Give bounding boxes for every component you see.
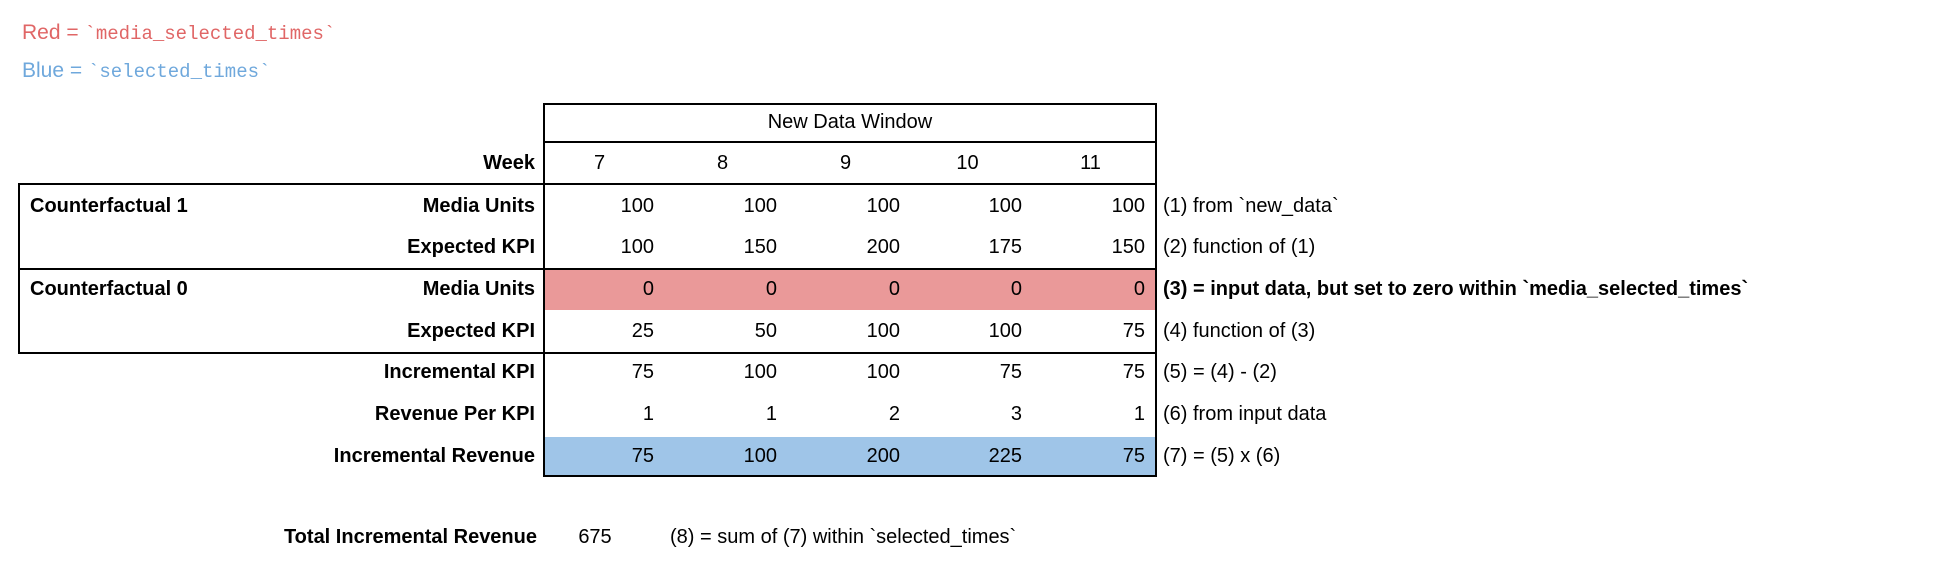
row-label: Incremental Revenue [333, 445, 535, 467]
table-row: Counterfactual 0 Media Units 0 0 0 0 0 (… [0, 268, 1960, 310]
legend: Red = `media_selected_times` Blue = `sel… [22, 14, 335, 90]
row-label: Media Units [422, 195, 535, 217]
legend-blue-code: `selected_times` [87, 61, 271, 83]
rule-below-counterfactual-0 [543, 352, 1157, 354]
value-cell: 225 [988, 445, 1022, 467]
week-row: Week 7 8 9 10 11 [0, 143, 1960, 183]
value-cell: 150 [743, 236, 777, 258]
value-cell: 0 [642, 278, 654, 300]
value-cell: 100 [743, 195, 777, 217]
row-label: Expected KPI [407, 320, 535, 342]
value-cell: 100 [866, 195, 900, 217]
table-row: Expected KPI 25 50 100 100 75 (4) functi… [0, 310, 1960, 352]
value-cell: 50 [754, 320, 777, 342]
table-row: Revenue Per KPI 1 1 2 3 1 (6) from input… [0, 393, 1960, 435]
value-cell: 3 [1010, 403, 1022, 425]
total-annotation: (8) = sum of (7) within `selected_times` [670, 526, 1017, 548]
value-cell: 100 [988, 195, 1022, 217]
value-cell: 25 [631, 320, 654, 342]
annotation: (2) function of (1) [1163, 236, 1316, 258]
legend-red-equals: = [60, 21, 85, 44]
annotation: (4) function of (3) [1163, 320, 1316, 342]
value-cell: 150 [1111, 236, 1145, 258]
value-cell: 100 [1111, 195, 1145, 217]
week-cell: 9 [839, 152, 852, 174]
value-cell: 75 [631, 361, 654, 383]
value-cell: 100 [620, 236, 654, 258]
total-value: 675 [578, 526, 612, 548]
value-cell: 1 [1133, 403, 1145, 425]
value-cell: 200 [866, 445, 900, 467]
rule-above-counterfactual-0 [543, 268, 1157, 270]
week-cell: 11 [1080, 152, 1101, 174]
value-cell: 1 [765, 403, 777, 425]
row-label: Incremental KPI [383, 361, 535, 383]
value-cell: 200 [866, 236, 900, 258]
row-label: Expected KPI [407, 236, 535, 258]
table-row: Incremental KPI 75 100 100 75 75 (5) = (… [0, 351, 1960, 393]
legend-red-label: Red [22, 21, 61, 44]
value-cell: 0 [888, 278, 900, 300]
value-cell: 75 [1122, 361, 1145, 383]
legend-red-entry: Red = `media_selected_times` [22, 14, 335, 52]
total-row: Total Incremental Revenue 675 (8) = sum … [0, 516, 1960, 558]
value-cell: 100 [743, 361, 777, 383]
legend-blue-label: Blue [22, 59, 65, 82]
value-cell: 100 [620, 195, 654, 217]
counterfactual-0-box [18, 268, 545, 354]
red-highlight-band [545, 270, 1155, 310]
table-header: New Data Window [767, 111, 933, 133]
row-label: Revenue Per KPI [374, 403, 535, 425]
value-cell: 100 [866, 361, 900, 383]
rule-below-week-row [543, 183, 1157, 185]
value-cell: 175 [988, 236, 1022, 258]
legend-red-code: `media_selected_times` [84, 23, 336, 45]
table-row: Counterfactual 1 Media Units 100 100 100… [0, 185, 1960, 227]
week-label: Week [483, 152, 535, 174]
group-label: Counterfactual 0 [30, 278, 188, 300]
value-cell: 2 [888, 403, 900, 425]
week-cell: 7 [593, 152, 606, 174]
rule-below-header [543, 141, 1157, 143]
table-row: Incremental Revenue 75 100 200 225 75 (7… [0, 435, 1960, 477]
week-cell: 10 [956, 152, 979, 174]
value-cell: 75 [631, 445, 654, 467]
annotation: (3) = input data, but set to zero within… [1163, 278, 1749, 300]
value-cell: 75 [999, 361, 1022, 383]
value-cell: 100 [743, 445, 777, 467]
value-cell: 75 [1122, 320, 1145, 342]
legend-blue-entry: Blue = `selected_times` [22, 52, 335, 90]
table-row: Expected KPI 100 150 200 175 150 (2) fun… [0, 226, 1960, 268]
value-cell: 0 [765, 278, 777, 300]
annotation: (5) = (4) - (2) [1163, 361, 1277, 383]
value-cell: 0 [1133, 278, 1145, 300]
value-cell: 100 [866, 320, 900, 342]
value-cell: 75 [1122, 445, 1145, 467]
row-label: Media Units [422, 278, 535, 300]
value-cell: 0 [1010, 278, 1022, 300]
total-label: Total Incremental Revenue [283, 526, 537, 548]
week-cell: 8 [716, 152, 729, 174]
annotation: (1) from `new_data` [1163, 195, 1339, 217]
blue-highlight-band [545, 437, 1155, 475]
group-label: Counterfactual 1 [30, 195, 188, 217]
legend-blue-equals: = [64, 59, 88, 82]
value-cell: 100 [988, 320, 1022, 342]
annotation: (6) from input data [1163, 403, 1327, 425]
value-cell: 1 [642, 403, 654, 425]
annotation: (7) = (5) x (6) [1163, 445, 1281, 467]
